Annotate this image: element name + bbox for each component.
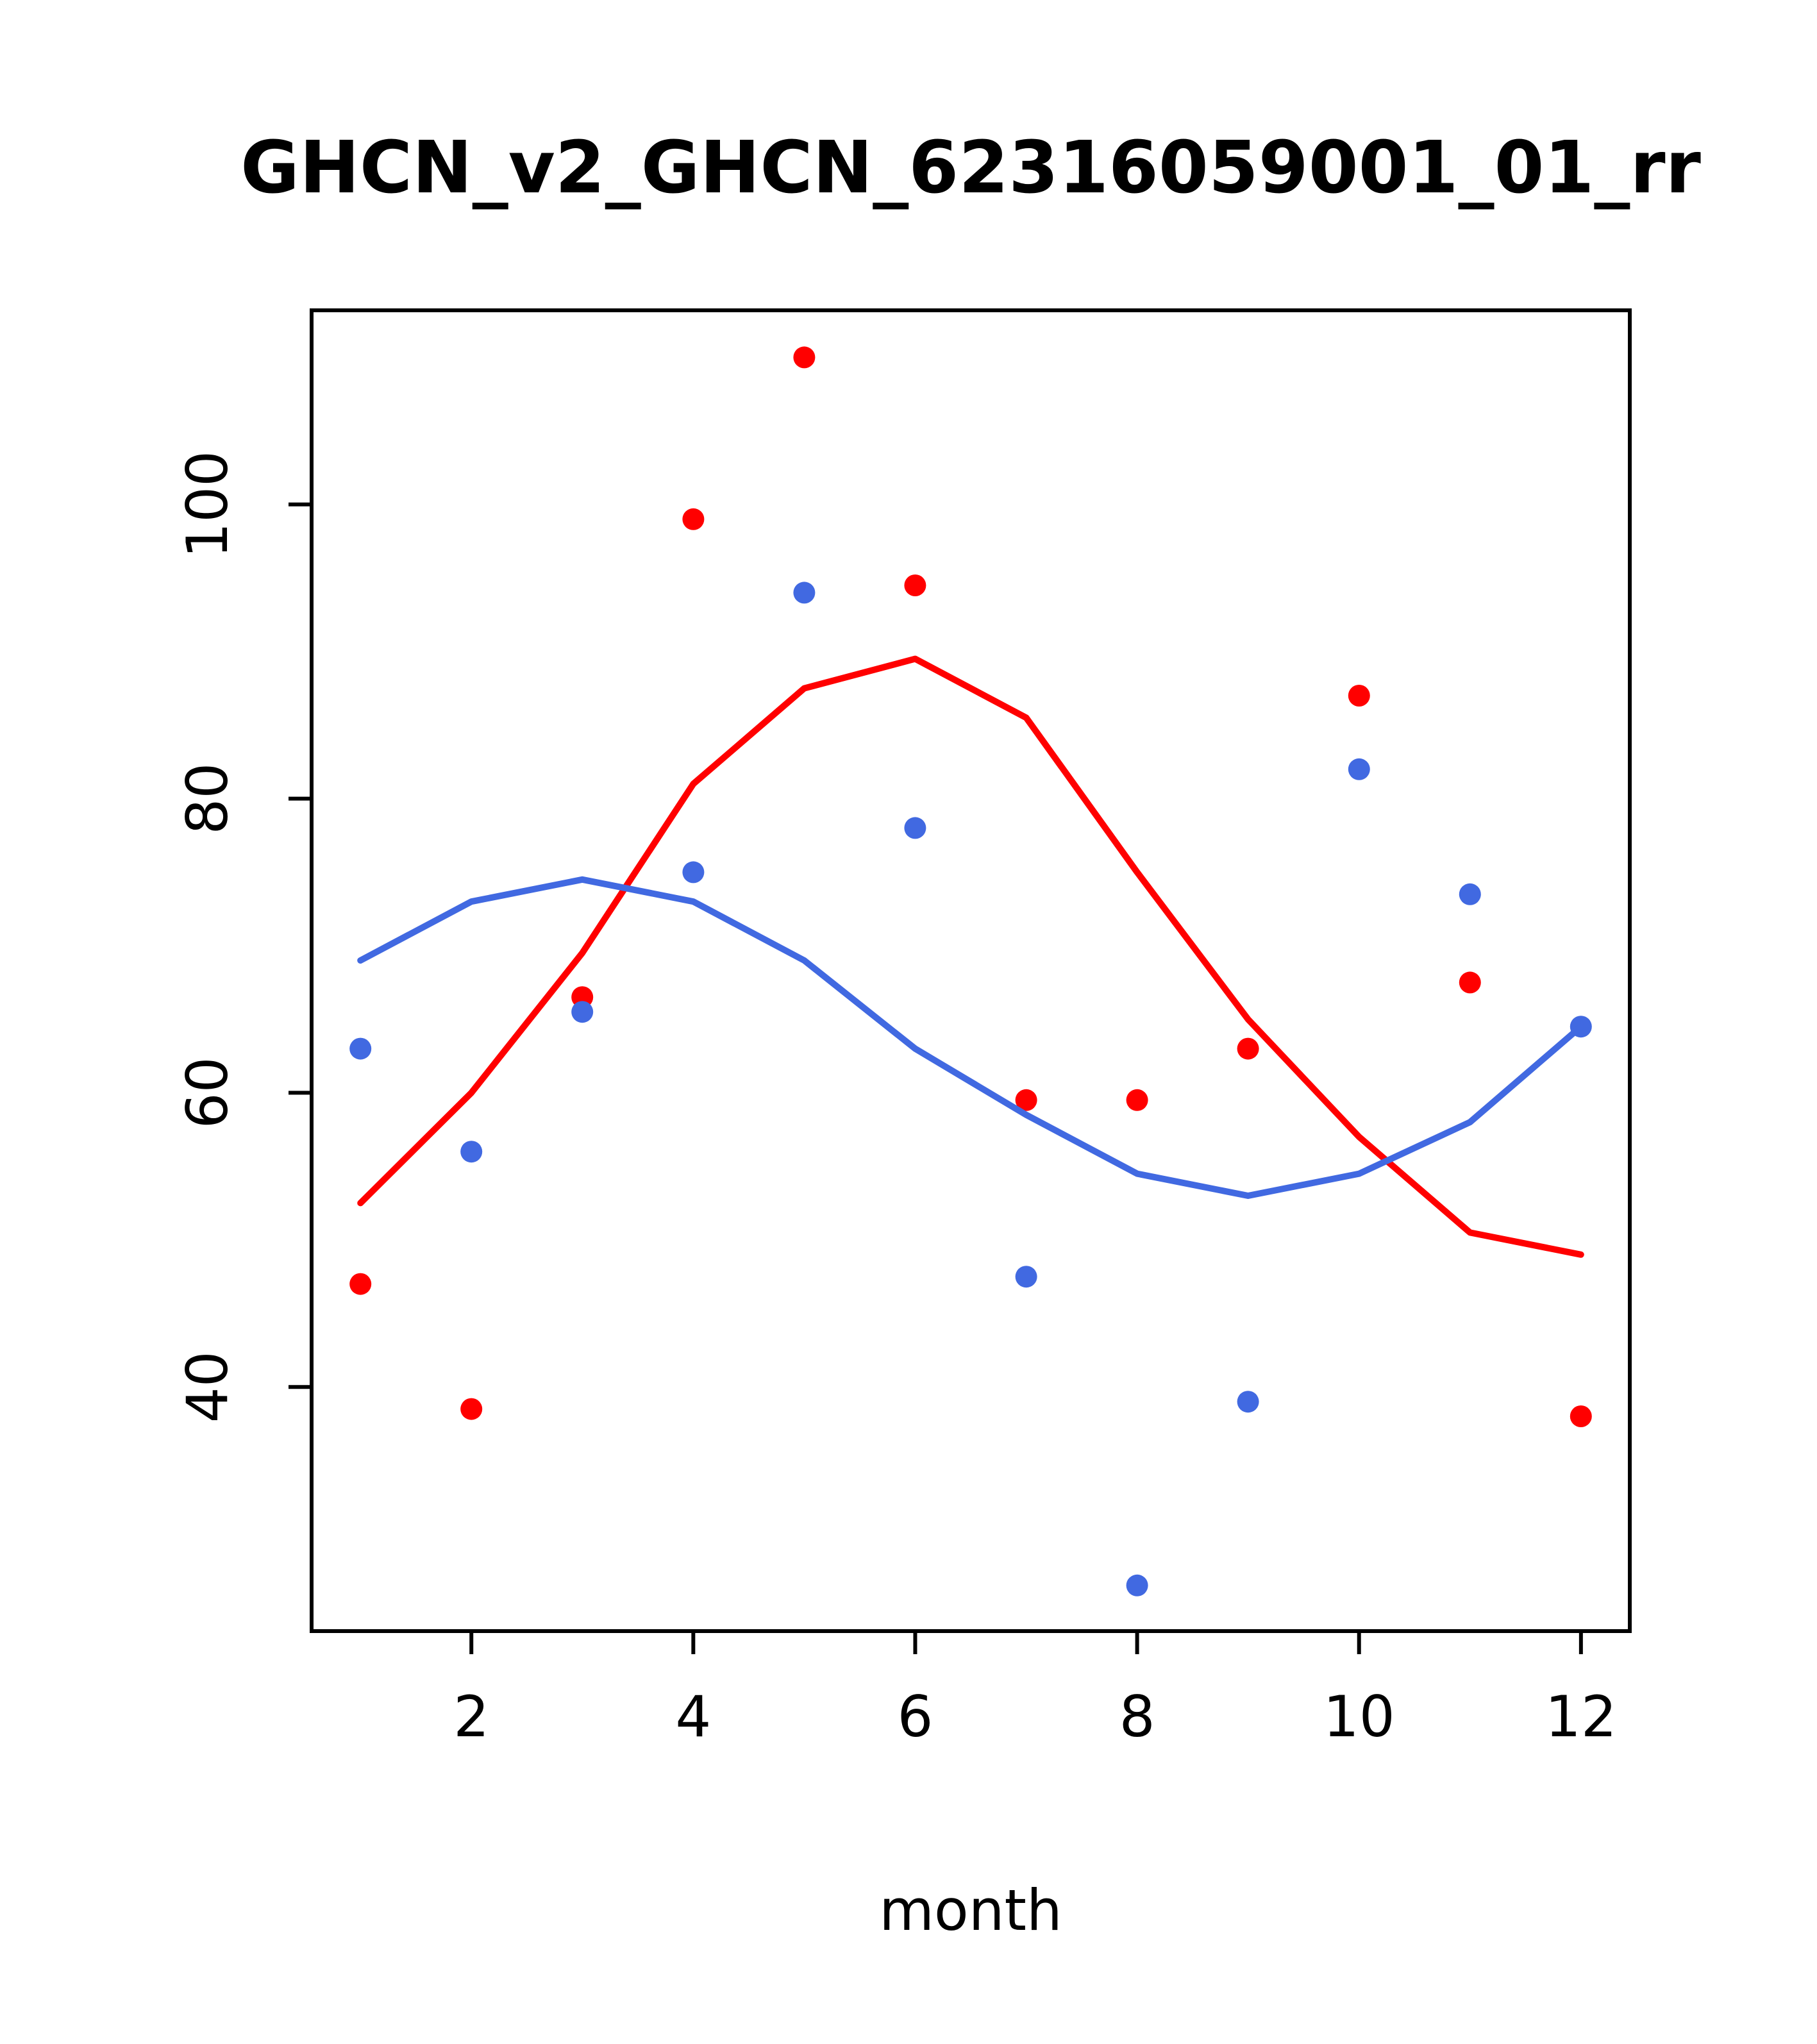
red-points-point: [904, 574, 926, 596]
plot-area: 2 4 6 8 10 12 40 60 80 100: [174, 308, 1632, 1750]
blue-points-point: [1237, 1391, 1259, 1413]
red-points-point: [1015, 1089, 1037, 1111]
red-points-point: [1570, 1405, 1592, 1427]
red-points-point: [1126, 1089, 1148, 1111]
blue-points-point: [1126, 1574, 1148, 1596]
blue-points-point: [460, 1141, 483, 1163]
red-points-point: [793, 346, 816, 369]
red-points-point: [460, 1398, 483, 1420]
red-points-point: [1348, 685, 1370, 707]
x-axis-label: month: [879, 1877, 1062, 1943]
red-smooth-line: [357, 655, 1584, 1258]
x-tick-label: 2: [453, 1684, 489, 1750]
y-tick-label: 80: [174, 763, 240, 835]
x-tick-label: 4: [675, 1684, 711, 1750]
blue-points-point: [793, 582, 816, 604]
blue-points-point: [1348, 758, 1370, 780]
blue-points-point: [1015, 1266, 1037, 1288]
x-tick-label: 12: [1545, 1684, 1617, 1750]
red-points-point: [1237, 1037, 1259, 1060]
blue-points-point: [349, 1037, 372, 1060]
blue-points-point: [571, 1001, 594, 1023]
blue-points-point: [904, 817, 926, 839]
y-tick-label: 40: [174, 1351, 240, 1423]
red-points-point: [349, 1273, 372, 1295]
y-tick-label: 60: [174, 1057, 240, 1128]
blue-points-point: [682, 861, 705, 884]
red-points-point: [682, 508, 705, 530]
x-tick-label: 8: [1119, 1684, 1155, 1750]
red-points-point: [1459, 971, 1481, 994]
blue-points-point: [1459, 883, 1481, 905]
chart-title: GHCN_v2_GHCN_62316059001_01_rr: [240, 126, 1701, 210]
blue-smooth-line: [357, 876, 1584, 1199]
plot-border: [310, 308, 1632, 1633]
y-tick-label: 100: [174, 451, 240, 558]
x-tick-label: 6: [897, 1684, 933, 1750]
x-tick-label: 10: [1323, 1684, 1395, 1750]
